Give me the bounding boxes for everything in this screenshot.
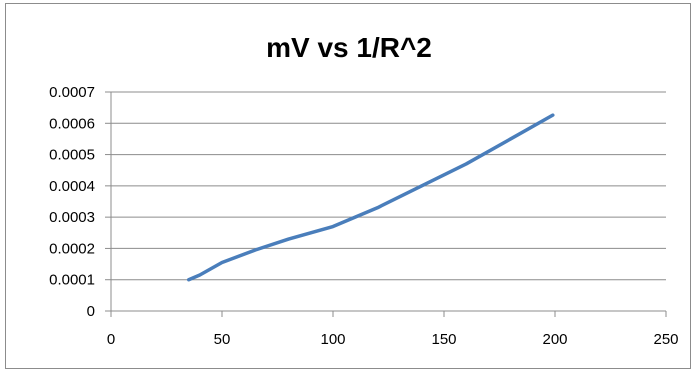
y-tick-label: 0.0004	[49, 178, 95, 195]
x-tick-label: 150	[431, 331, 456, 348]
x-tick-label: 50	[214, 331, 231, 348]
x-tick-label: 200	[542, 331, 567, 348]
series-layer	[189, 115, 553, 280]
x-tick-label: 250	[653, 331, 678, 348]
y-tick-label: 0.0001	[49, 272, 95, 289]
y-tick-label: 0.0003	[49, 209, 95, 226]
chart-title: mV vs 1/R^2	[266, 32, 432, 63]
y-tick-label: 0.0007	[49, 84, 95, 101]
gridlines	[111, 92, 666, 280]
x-tick-label: 0	[107, 331, 115, 348]
series-line	[189, 115, 553, 280]
y-tick-label: 0.0002	[49, 240, 95, 257]
y-tick-label: 0.0006	[49, 115, 95, 132]
x-tick-label: 100	[320, 331, 345, 348]
y-tick-label: 0.0005	[49, 147, 95, 164]
y-tick-label: 0	[87, 303, 95, 320]
